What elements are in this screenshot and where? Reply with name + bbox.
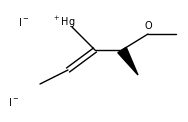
Text: I$^-$: I$^-$ [8, 96, 19, 108]
Polygon shape [118, 47, 138, 75]
Text: I$^-$: I$^-$ [18, 16, 29, 28]
Text: O: O [144, 21, 152, 31]
Text: $^+$Hg: $^+$Hg [52, 14, 75, 30]
